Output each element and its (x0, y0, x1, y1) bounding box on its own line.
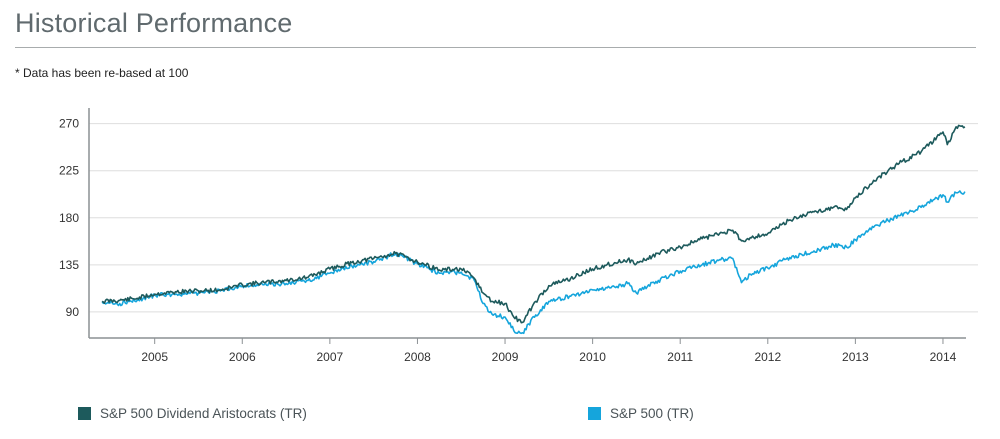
y-tick-label: 270 (59, 117, 79, 131)
legend-label-aristocrats: S&P 500 Dividend Aristocrats (TR) (100, 406, 307, 421)
x-tick-label: 2011 (667, 350, 693, 364)
x-tick-label: 2007 (317, 350, 344, 364)
legend-label-sp500: S&P 500 (TR) (610, 406, 694, 421)
x-tick-label: 2005 (141, 350, 168, 364)
legend-swatch-sp500 (588, 407, 601, 420)
title-divider (15, 47, 976, 48)
x-tick-label: 2014 (930, 350, 957, 364)
y-tick-label: 180 (59, 211, 79, 225)
legend-item-aristocrats: S&P 500 Dividend Aristocrats (TR) (78, 406, 307, 421)
legend-item-sp500: S&P 500 (TR) (588, 406, 694, 421)
y-tick-label: 225 (59, 164, 79, 178)
x-tick-label: 2010 (579, 350, 606, 364)
x-tick-label: 2012 (754, 350, 781, 364)
page-title: Historical Performance (15, 8, 293, 38)
x-tick-label: 2006 (229, 350, 256, 364)
y-tick-label: 135 (59, 258, 79, 272)
x-tick-label: 2013 (842, 350, 869, 364)
x-tick-label: 2009 (492, 350, 519, 364)
series-line-aristocrats (101, 124, 966, 324)
x-tick-label: 2008 (404, 350, 431, 364)
rebase-note: * Data has been re-based at 100 (15, 66, 189, 80)
legend-swatch-aristocrats (78, 407, 91, 420)
y-tick-label: 90 (66, 305, 80, 319)
